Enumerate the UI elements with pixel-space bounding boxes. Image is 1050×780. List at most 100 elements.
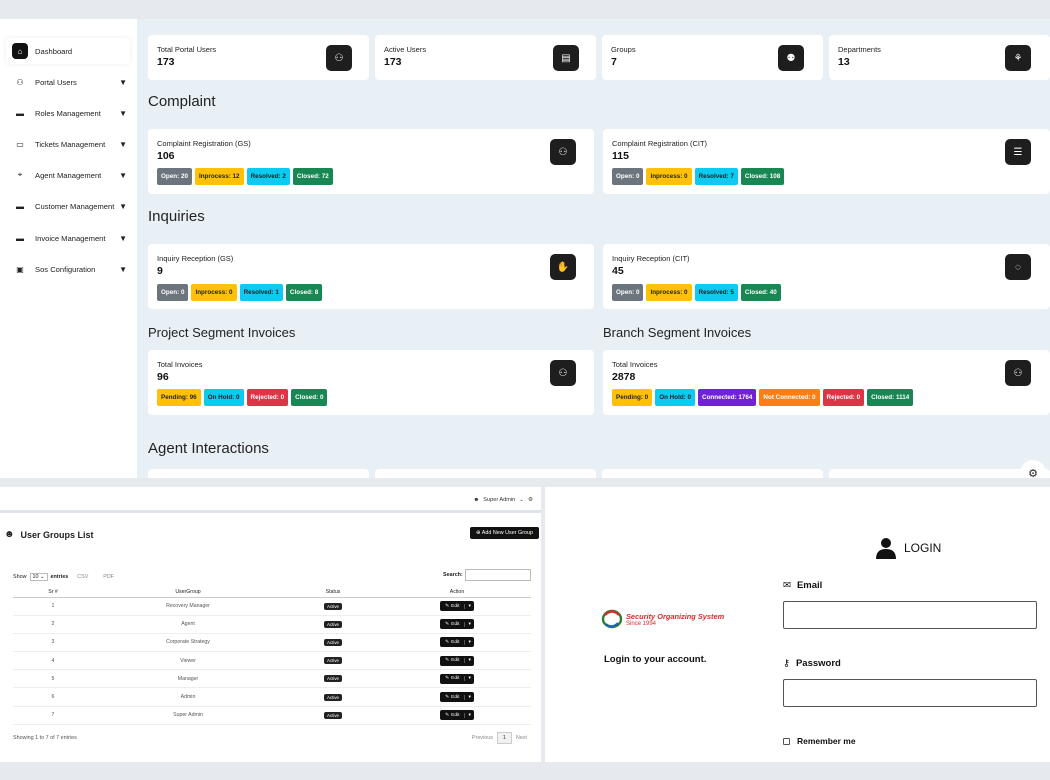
remember-me: Remember me (783, 736, 856, 746)
status-badges: Open: 20 Inprocess: 12 Resolved: 2 Close… (157, 168, 333, 185)
pencil-icon: ✎ (445, 603, 450, 609)
cell-status: Active (283, 706, 383, 725)
chat-icon: ◌ (1005, 254, 1031, 280)
edit-button[interactable]: ✎ Edit ▾ (440, 601, 474, 612)
edit-button[interactable]: ✎ Edit ▾ (440, 673, 474, 684)
edit-dropdown-toggle[interactable]: ▾ (464, 603, 473, 609)
edit-dropdown-toggle[interactable]: ▾ (464, 676, 473, 682)
edit-button[interactable]: ✎ Edit ▾ (440, 692, 474, 703)
status-badge: Active (324, 693, 342, 701)
cell-action: ✎ Edit ▾ (383, 615, 531, 634)
page-1-button[interactable]: 1 (496, 732, 512, 744)
envelope-icon: ✉ (783, 580, 791, 591)
status-badge: Active (324, 675, 342, 683)
entries-select[interactable]: 10 ⌄ (29, 573, 48, 581)
status-badges: Open: 0 Inprocess: 0 Resolved: 1 Closed:… (157, 284, 323, 301)
edit-label: Edit (451, 603, 460, 609)
previous-page-button[interactable]: Previous (471, 735, 493, 741)
sidebar-item-customers[interactable]: ▬ Customer Management ▼ (6, 193, 130, 219)
table-info: Showing 1 to 7 of 7 entries (13, 735, 77, 741)
edit-label: Edit (451, 639, 460, 645)
user-menu[interactable]: ☻ Super Admin ⌄ ⚙ (473, 497, 533, 503)
card-title: Total Invoices (612, 360, 658, 369)
agent-icon: ⌖ (17, 170, 23, 179)
status-badge-resolved: Resolved: 1 (239, 284, 283, 301)
column-header[interactable]: Status (283, 587, 383, 598)
table-row: 1 Recovery Manager Active ✎ Edit ▾ (13, 597, 531, 616)
edit-dropdown-toggle[interactable]: ▾ (464, 694, 473, 700)
search-label: Search: (443, 572, 463, 578)
sidebar-item-tickets[interactable]: ▭ Tickets Management ▼ (6, 131, 130, 157)
status-badge-inprocess: Inprocess: 0 (191, 284, 237, 301)
users-icon: ⚇ (550, 360, 576, 386)
edit-label: Edit (451, 694, 460, 700)
settings-gear-icon[interactable]: ⚙ (1020, 460, 1046, 478)
status-badge-closed: Closed: 40 (740, 284, 781, 301)
sidebar-item-invoices[interactable]: ▬ Invoice Management ▼ (6, 225, 130, 251)
card-title: Inquiry Reception (GS) (157, 254, 234, 263)
edit-dropdown-toggle[interactable]: ▾ (464, 658, 473, 664)
table-row: 2 Agent Active ✎ Edit ▾ (13, 615, 531, 634)
page-title: ☻ User Groups List (4, 529, 94, 540)
edit-label: Edit (451, 621, 460, 627)
invoice-card-project: Total Invoices 96 ⚇ Pending: 96 On Hold:… (148, 350, 594, 415)
login-subtitle: Login to your account. (604, 654, 707, 665)
sidebar-item-label: Roles Management (35, 108, 101, 118)
cell-action: ✎ Edit ▾ (383, 687, 531, 707)
sidebar-item-agents[interactable]: ⌖ Agent Management ▼ (6, 162, 130, 188)
cell-action: ✎ Edit ▾ (383, 633, 531, 653)
home-icon: ⌂ (12, 43, 28, 59)
gear-icon[interactable]: ⚙ (527, 497, 533, 503)
edit-button[interactable]: ✎ Edit ▾ (440, 619, 474, 630)
stat-value: 173 (157, 56, 175, 68)
sidebar-item-roles[interactable]: ▬ Roles Management ▼ (6, 100, 130, 126)
sidebar-item-label: Dashboard (35, 46, 73, 56)
cell-action: ✎ Edit ▾ (383, 706, 531, 725)
status-badge: Active (324, 711, 342, 719)
password-field[interactable] (783, 679, 1037, 707)
logo-swirl-icon (601, 609, 623, 629)
column-header[interactable]: UserGroup (93, 587, 283, 598)
edit-dropdown-toggle[interactable]: ▾ (464, 712, 473, 718)
customer-icon: ▬ (16, 201, 24, 211)
cell-status: Active (283, 615, 383, 634)
sidebar-item-sos[interactable]: ▣ Sos Configuration ▼ (6, 256, 130, 282)
card-value: 106 (157, 150, 175, 162)
edit-button[interactable]: ✎ Edit ▾ (440, 655, 474, 666)
remember-me-checkbox[interactable] (783, 737, 790, 745)
card-value: 9 (157, 265, 163, 277)
cell-sr: 2 (13, 615, 93, 634)
chevron-down-icon: ▼ (119, 77, 127, 87)
search-control: Search: (443, 569, 531, 581)
next-page-button[interactable]: Next (515, 735, 527, 741)
sidebar-item-dashboard[interactable]: ⌂ Dashboard (6, 38, 130, 64)
edit-dropdown-toggle[interactable]: ▾ (464, 621, 473, 627)
sidebar-item-portal-users[interactable]: ⚇ Portal Users ▼ (6, 69, 130, 95)
cell-sr: 5 (13, 669, 93, 689)
email-field[interactable] (783, 601, 1037, 629)
table-row: 3 Corporate Strategy Active ✎ Edit ▾ (13, 633, 531, 653)
users-icon: ⚇ (550, 139, 576, 165)
add-user-group-button[interactable]: ⊕ Add New User Group (470, 527, 539, 539)
status-badge-inprocess: Inprocess: 0 (646, 168, 692, 185)
status-badge-open: Open: 0 (612, 284, 644, 301)
user-icon: ☻ (473, 497, 480, 503)
entries-label: entries (50, 574, 69, 580)
pagination: Previous 1 Next (472, 732, 527, 744)
column-header[interactable]: Sr # (13, 587, 93, 598)
edit-button[interactable]: ✎ Edit ▾ (440, 710, 474, 721)
search-input[interactable] (464, 569, 531, 581)
stat-label: Total Portal Users (157, 45, 217, 54)
stat-card-groups: Groups 7 ⚉ (602, 35, 823, 80)
cell-sr: 3 (13, 633, 93, 653)
edit-dropdown-toggle[interactable]: ▾ (464, 639, 473, 645)
user-icon (876, 538, 896, 559)
pencil-icon: ✎ (445, 658, 450, 664)
edit-button[interactable]: ✎ Edit ▾ (440, 637, 474, 648)
pdf-button[interactable]: PDF (103, 574, 115, 580)
csv-button[interactable]: CSV (77, 574, 89, 580)
button-label: Add New User Group (481, 530, 533, 536)
user-groups-table: Sr # UserGroup Status Action 1 Recovery M… (13, 587, 531, 725)
cell-usergroup: Manager (93, 669, 283, 689)
card-title: Total Invoices (157, 360, 203, 369)
